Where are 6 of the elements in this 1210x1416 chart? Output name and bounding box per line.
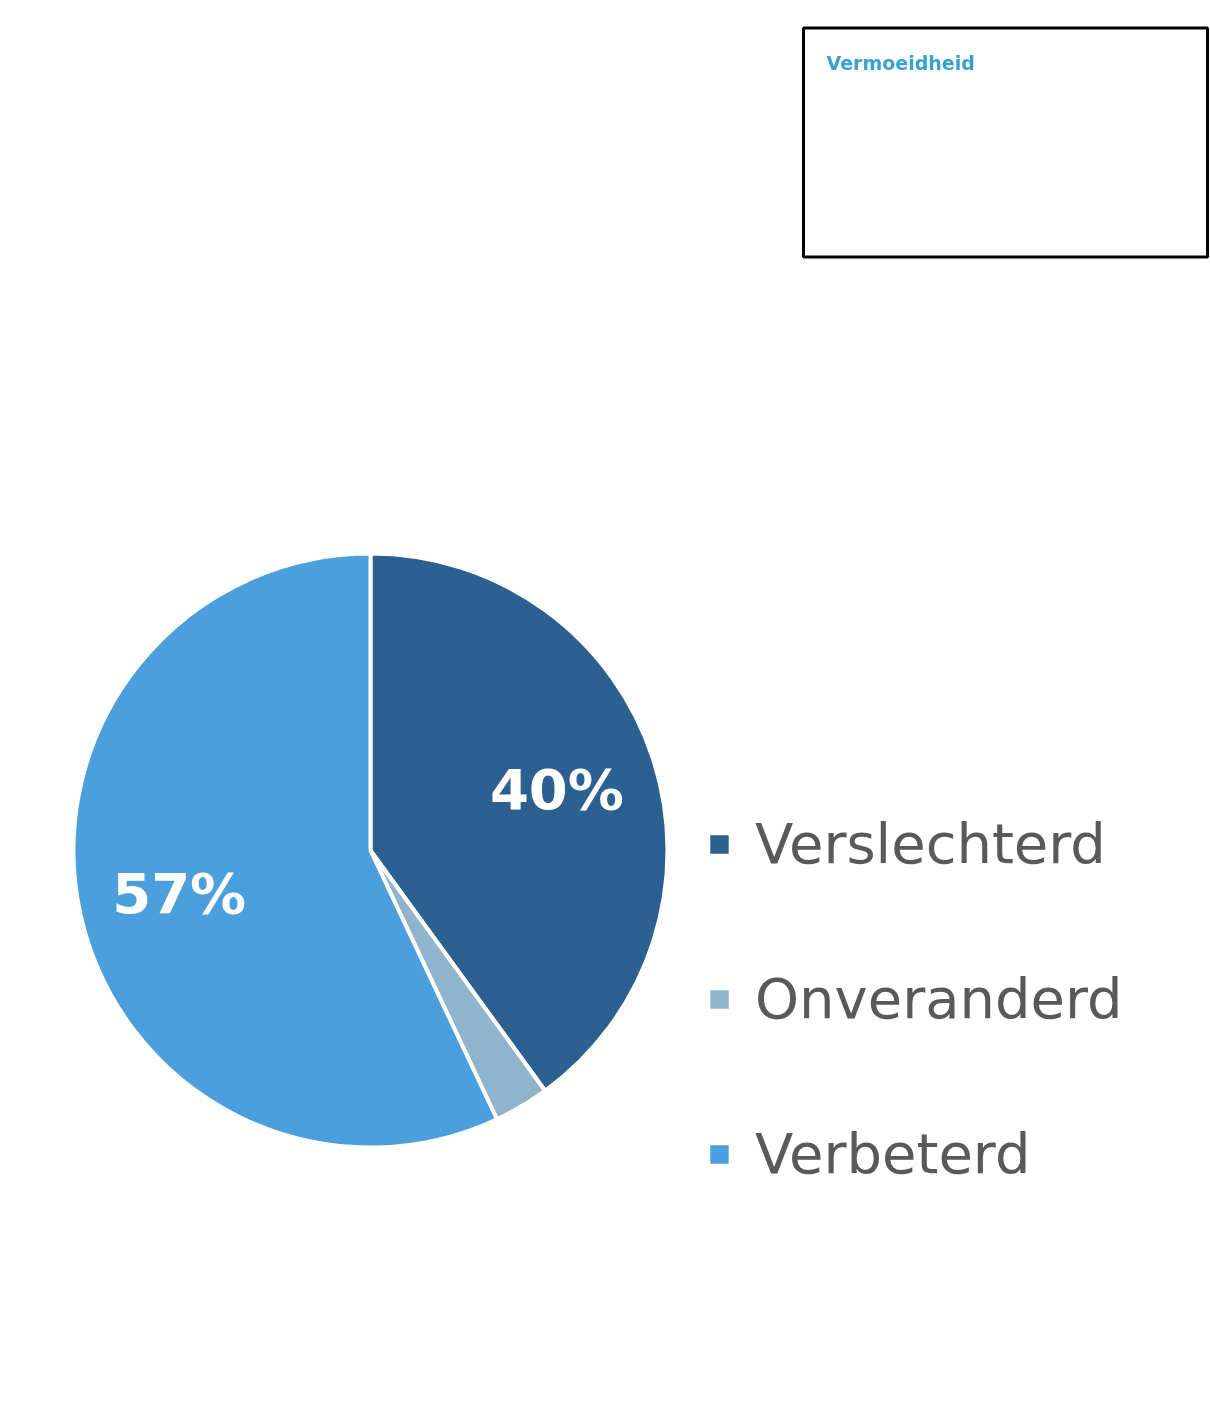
legend-label: Onveranderd xyxy=(755,966,1123,1031)
legend-label: Verbeterd xyxy=(755,1121,1031,1186)
data-label: 57% xyxy=(112,860,247,926)
legend-label: Verslechterd xyxy=(755,811,1106,876)
data-label: 40% xyxy=(489,757,624,823)
text: Vermoeidheid xyxy=(826,51,975,74)
